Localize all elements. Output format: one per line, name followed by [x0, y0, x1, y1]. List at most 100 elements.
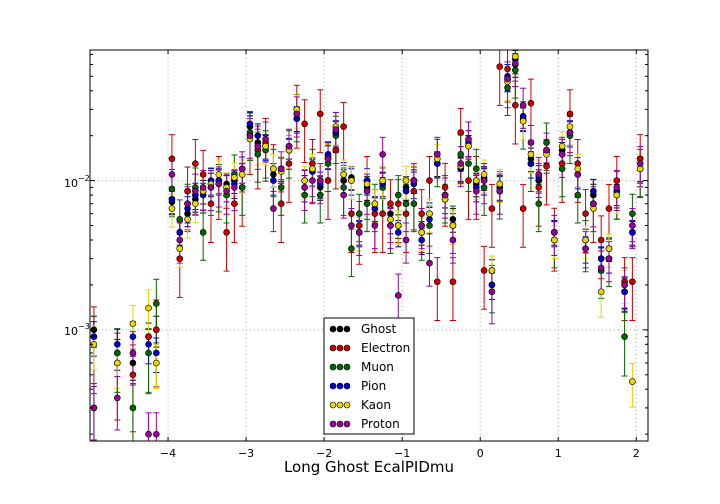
point-electron [379, 210, 386, 218]
legend-marker-kaon [343, 401, 351, 409]
point-kaon [371, 200, 379, 208]
point-electron [418, 210, 425, 218]
point-kaon [153, 359, 160, 367]
point-electron [324, 177, 332, 184]
point-kaon [379, 177, 386, 184]
point-pion [129, 333, 137, 340]
point-muon [363, 200, 371, 208]
point-electron [457, 129, 464, 136]
point-proton [238, 165, 246, 173]
legend-marker-kaon [329, 401, 337, 409]
legend-marker-muon [343, 363, 351, 371]
point-kaon [574, 165, 582, 173]
point-kaon [168, 205, 176, 212]
point-kaon [582, 236, 589, 244]
point-electron [480, 267, 488, 274]
point-proton [301, 184, 308, 191]
point-pion [114, 341, 121, 348]
point-kaon [114, 359, 121, 367]
y-tick-label-1e-3: 10−3 [64, 322, 90, 338]
point-electron [176, 255, 184, 262]
point-pion [176, 229, 184, 236]
point-proton [192, 187, 199, 195]
point-kaon [480, 171, 488, 178]
point-muon [465, 160, 472, 167]
point-electron [332, 146, 340, 154]
point-proton [348, 222, 355, 229]
point-proton [574, 171, 582, 178]
point-muon [574, 191, 582, 199]
point-electron [145, 333, 152, 340]
point-electron [184, 187, 191, 195]
point-proton [504, 75, 511, 83]
x-tick-label: −4 [160, 447, 176, 460]
point-electron [465, 177, 472, 184]
point-electron [613, 177, 621, 184]
legend-marker-electron [343, 344, 351, 352]
point-proton [207, 184, 215, 191]
point-proton [488, 288, 496, 296]
point-proton [309, 177, 316, 184]
point-electron [597, 236, 605, 244]
point-proton [355, 229, 363, 236]
point-electron [129, 371, 137, 379]
point-muon [145, 349, 152, 357]
x-tick-label: −2 [316, 447, 332, 460]
point-proton [387, 222, 394, 229]
point-muon [426, 222, 433, 229]
point-electron [394, 200, 402, 208]
point-proton [426, 259, 433, 267]
point-proton [293, 110, 301, 118]
point-muon [277, 184, 285, 191]
legend-marker-proton [336, 420, 344, 428]
point-kaon [605, 245, 613, 252]
point-pion [426, 216, 433, 223]
point-muon [558, 165, 566, 173]
legend-marker-kaon [336, 401, 344, 409]
point-kaon [176, 245, 184, 252]
point-electron [629, 278, 636, 286]
point-muon [254, 151, 262, 158]
point-pion [254, 132, 262, 139]
point-electron [535, 184, 543, 191]
legend-marker-pion [343, 382, 351, 390]
point-pion [621, 288, 628, 296]
point-electron [316, 110, 324, 118]
point-electron [277, 200, 285, 208]
point-kaon [231, 174, 238, 181]
x-tick-label: 0 [477, 447, 484, 460]
plot-frame [89, 49, 649, 442]
legend-marker-muon [336, 363, 344, 371]
legend-label-ghost: Ghost [361, 322, 396, 336]
point-pion [246, 120, 254, 128]
point-electron [402, 210, 410, 218]
point-proton [316, 177, 324, 184]
point-proton [457, 160, 464, 167]
point-proton [480, 177, 488, 184]
point-electron [449, 278, 457, 286]
point-muon [153, 300, 160, 307]
point-electron [168, 155, 176, 163]
point-electron [355, 222, 363, 229]
point-proton [184, 200, 191, 208]
legend: Ghost Electron Muon Pion Kaon Proton [323, 317, 415, 435]
x-tick-label: −3 [238, 447, 254, 460]
point-muon [348, 245, 355, 252]
legend-marker-muon [329, 363, 337, 371]
point-proton [340, 191, 347, 199]
point-proton [621, 281, 628, 289]
point-proton [433, 151, 441, 158]
point-muon [473, 165, 480, 173]
point-proton [473, 187, 480, 195]
point-electron [605, 205, 613, 212]
point-muon [129, 404, 137, 412]
point-electron [433, 278, 441, 286]
legend-marker-proton [343, 420, 351, 428]
legend-marker-pion [336, 382, 344, 390]
point-proton [566, 129, 574, 136]
point-kaon [387, 216, 394, 223]
point-electron [153, 326, 160, 334]
point-electron [426, 177, 433, 184]
point-muon [621, 333, 628, 340]
point-proton [324, 155, 332, 163]
